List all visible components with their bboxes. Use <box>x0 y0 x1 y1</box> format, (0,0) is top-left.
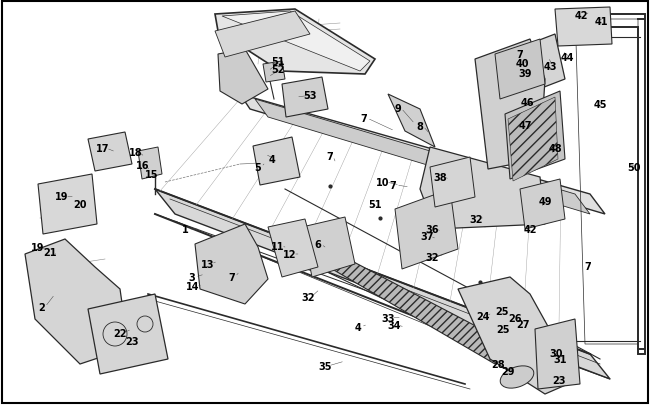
Polygon shape <box>215 10 375 75</box>
Text: 31: 31 <box>553 354 567 364</box>
Text: 29: 29 <box>501 366 515 376</box>
Text: 6: 6 <box>315 239 321 249</box>
Polygon shape <box>475 40 545 170</box>
Polygon shape <box>88 133 132 172</box>
Text: 7: 7 <box>229 272 235 282</box>
Text: 16: 16 <box>136 161 150 171</box>
Text: 36: 36 <box>425 224 439 234</box>
Polygon shape <box>495 40 545 100</box>
Polygon shape <box>505 92 565 179</box>
Text: 4: 4 <box>268 155 276 164</box>
Polygon shape <box>420 148 545 230</box>
Text: 9: 9 <box>395 104 402 114</box>
Text: 20: 20 <box>73 200 86 209</box>
Polygon shape <box>395 190 458 269</box>
Polygon shape <box>310 239 510 364</box>
Text: 7: 7 <box>584 261 592 271</box>
Text: 32: 32 <box>425 252 439 262</box>
Polygon shape <box>215 12 310 58</box>
Polygon shape <box>138 148 162 179</box>
Text: 23: 23 <box>552 375 566 385</box>
Text: 22: 22 <box>113 328 127 338</box>
Polygon shape <box>458 277 568 394</box>
Text: 14: 14 <box>187 281 200 291</box>
Text: 47: 47 <box>518 121 532 131</box>
Text: 7: 7 <box>326 151 333 162</box>
Polygon shape <box>282 78 328 118</box>
Polygon shape <box>268 220 318 277</box>
Text: 26: 26 <box>508 313 522 323</box>
Text: 52: 52 <box>271 65 285 75</box>
Polygon shape <box>520 179 565 230</box>
Polygon shape <box>218 50 268 105</box>
Text: 48: 48 <box>548 144 562 153</box>
Text: 35: 35 <box>318 361 332 371</box>
Polygon shape <box>253 138 300 185</box>
Text: 42: 42 <box>574 11 588 21</box>
Text: 12: 12 <box>283 249 297 259</box>
Text: 15: 15 <box>145 170 159 179</box>
Polygon shape <box>388 95 435 148</box>
Text: 50: 50 <box>627 162 641 173</box>
Text: 51: 51 <box>271 57 285 67</box>
Text: 37: 37 <box>421 231 434 241</box>
Polygon shape <box>555 8 612 47</box>
Text: 19: 19 <box>55 192 69 202</box>
Text: 4: 4 <box>355 322 361 332</box>
Text: 42: 42 <box>523 224 537 234</box>
Text: 44: 44 <box>560 53 574 63</box>
Polygon shape <box>302 217 355 277</box>
Text: 7: 7 <box>389 181 396 190</box>
Polygon shape <box>38 175 97 234</box>
Text: 17: 17 <box>96 144 110 153</box>
Polygon shape <box>222 12 370 72</box>
Text: 34: 34 <box>387 320 401 330</box>
Text: 23: 23 <box>125 336 138 346</box>
Polygon shape <box>88 294 168 374</box>
Text: 10: 10 <box>376 177 390 188</box>
Text: 21: 21 <box>44 247 57 257</box>
Polygon shape <box>263 62 285 83</box>
Polygon shape <box>25 239 125 364</box>
Polygon shape <box>255 100 590 215</box>
Text: 40: 40 <box>515 59 528 69</box>
Text: 25: 25 <box>495 306 509 316</box>
Text: 39: 39 <box>518 69 532 79</box>
Text: 30: 30 <box>549 348 563 358</box>
Text: 25: 25 <box>496 324 510 334</box>
Text: 11: 11 <box>271 241 285 252</box>
Text: 13: 13 <box>202 259 214 269</box>
Polygon shape <box>430 158 475 207</box>
Polygon shape <box>155 190 610 379</box>
Text: 32: 32 <box>301 292 315 302</box>
Text: 51: 51 <box>369 200 382 209</box>
Text: 45: 45 <box>593 100 606 110</box>
Text: 7: 7 <box>517 50 523 60</box>
Polygon shape <box>240 95 605 215</box>
Text: 49: 49 <box>538 196 552 207</box>
Text: 1: 1 <box>181 224 188 234</box>
Text: 5: 5 <box>255 162 261 173</box>
Text: 53: 53 <box>304 91 317 101</box>
Polygon shape <box>490 35 565 105</box>
Text: 18: 18 <box>129 148 143 158</box>
Text: 33: 33 <box>382 313 395 323</box>
Polygon shape <box>195 224 268 304</box>
Text: 3: 3 <box>188 272 196 282</box>
Text: 2: 2 <box>38 302 46 312</box>
Text: 41: 41 <box>594 17 608 27</box>
Polygon shape <box>508 98 558 181</box>
Text: 46: 46 <box>520 98 534 108</box>
Text: 8: 8 <box>417 122 423 132</box>
Ellipse shape <box>500 366 534 388</box>
Text: 27: 27 <box>516 319 530 329</box>
Text: 43: 43 <box>543 62 557 72</box>
Text: 28: 28 <box>491 359 505 369</box>
Polygon shape <box>535 319 580 389</box>
Text: 7: 7 <box>361 114 367 124</box>
Text: 38: 38 <box>433 173 447 183</box>
Text: 24: 24 <box>476 311 489 321</box>
Text: 32: 32 <box>469 215 483 224</box>
Text: 19: 19 <box>31 243 45 252</box>
